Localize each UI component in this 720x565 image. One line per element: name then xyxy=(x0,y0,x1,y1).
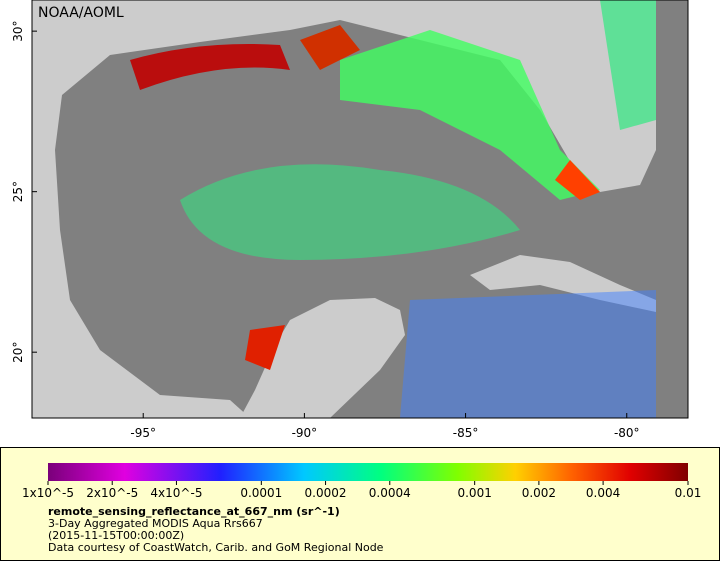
colorbar-tick-label: 0.001 xyxy=(457,486,491,500)
colorbar-tick-label: 4x10^-5 xyxy=(150,486,202,500)
map-image xyxy=(32,0,688,418)
x-tick-label: -95° xyxy=(130,426,156,440)
colorbar-tick-label: 0.01 xyxy=(675,486,702,500)
yucatan xyxy=(240,298,405,418)
colorbar-tick-label: 0.0001 xyxy=(240,486,282,500)
colorbar xyxy=(48,463,688,481)
credit: NOAA/AOML xyxy=(38,5,124,21)
description: 3-Day Aggregated MODIS Aqua Rrs667 xyxy=(48,517,263,530)
time: (2015-11-15T00:00:00Z) xyxy=(48,529,184,542)
map-frame xyxy=(31,0,689,419)
variable: remote_sensing_reflectance_at_667_nm (sr… xyxy=(48,505,340,518)
x-tick-label: -80° xyxy=(614,426,640,440)
green-patch xyxy=(180,164,520,260)
y-tick-label: 25° xyxy=(11,181,25,202)
green-patch xyxy=(340,30,600,200)
colorbar-tick-label: 1x10^-5 xyxy=(22,486,74,500)
colorbar-tick-label: 0.002 xyxy=(522,486,556,500)
green-patch xyxy=(600,0,656,130)
colorbar-tick-label: 0.004 xyxy=(586,486,620,500)
coastal-patch xyxy=(245,325,285,370)
coastal-patch xyxy=(300,25,360,70)
x-tick-label: -90° xyxy=(292,426,318,440)
coastal-patch xyxy=(130,44,290,90)
colorbar-tick-label: 2x10^-5 xyxy=(86,486,138,500)
x-tick-label: -85° xyxy=(453,426,479,440)
source: Data courtesy of CoastWatch, Carib. and … xyxy=(48,541,384,554)
blue-patch xyxy=(400,290,656,418)
y-tick-label: 20° xyxy=(11,342,25,363)
y-tick-label: 30° xyxy=(11,21,25,42)
no-data-strip xyxy=(656,0,688,418)
colorbar-tick-label: 0.0002 xyxy=(305,486,347,500)
colorbar-tick-label: 0.0004 xyxy=(369,486,411,500)
coastal-patch xyxy=(555,160,600,200)
